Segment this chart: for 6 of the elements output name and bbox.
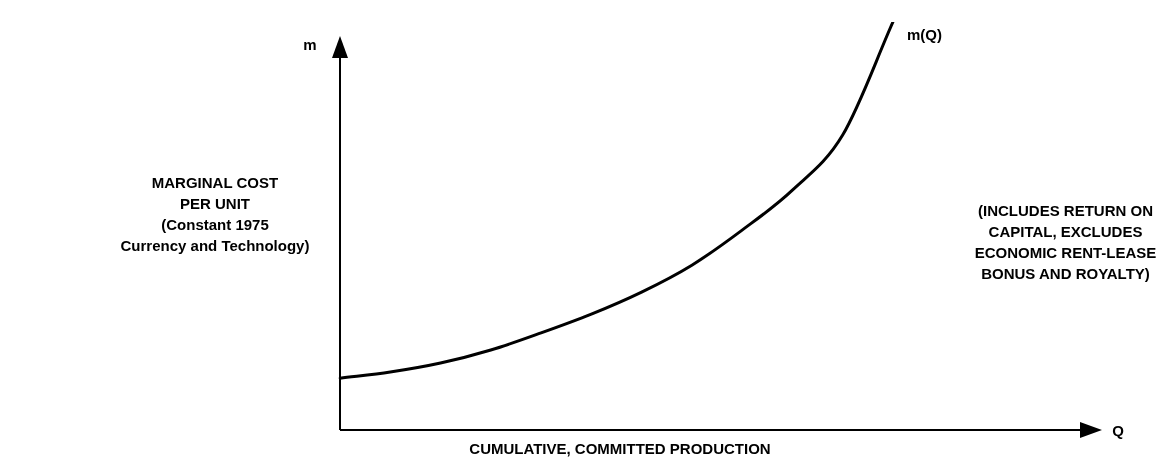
y-axis-title: MARGINAL COST PER UNIT (Constant 1975 Currency and Technology)	[119, 173, 311, 256]
text: Q	[1111, 421, 1125, 441]
text: m	[302, 35, 318, 55]
series-label: m(Q)	[906, 26, 942, 44]
x-axis-title: CUMULATIVE, COMMITTED PRODUCTION	[468, 439, 772, 459]
annotation: (INCLUDES RETURN ON CAPITAL, EXCLUDES ECONOMIC RENT-LEASE BONUS AND ROYALTY)	[973, 201, 1158, 284]
